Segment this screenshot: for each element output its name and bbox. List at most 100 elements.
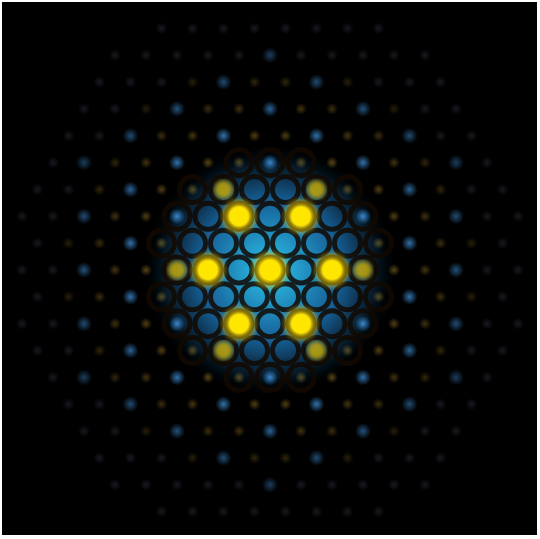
outer-spot-9 [47,371,59,384]
bright-spot [256,256,284,284]
outer-spot-8 [155,76,168,89]
outer-spot-8 [295,49,307,62]
outer-spot-9 [31,290,44,303]
outer-spot-10 [109,478,121,491]
outer-spot-6 [372,398,385,411]
dark-ring [332,174,363,205]
dark-ring [161,200,193,232]
outer-spot-5 [308,396,325,413]
dark-ring [363,281,394,313]
outer-spot-5 [155,183,168,196]
outer-spot-8 [465,183,478,196]
outer-spot-9 [357,49,369,62]
outer-spot-8 [341,451,354,464]
dark-ring [347,254,379,286]
dark-ring [363,227,394,259]
outer-spot-7 [448,262,464,278]
outer-spot-9 [465,129,478,142]
bright-spot [288,203,314,230]
outer-spot-8 [93,129,106,142]
outer-spot-8 [155,451,168,464]
outer-spot-9 [496,183,509,196]
outer-spot-9 [16,264,28,276]
outer-spot-9 [450,102,462,115]
dark-ring [316,200,348,232]
outer-spot-9 [217,22,230,35]
outer-spot-6 [295,102,307,115]
outer-spot-9 [403,451,416,464]
outer-spot-5 [215,127,232,144]
dark-ring [146,281,177,313]
outer-spot-5 [202,156,214,169]
bright-spot [288,310,314,337]
outer-spot-5 [215,396,232,413]
outer-spot-6 [434,237,447,250]
outer-spot-8 [62,290,75,303]
dark-ring [254,361,286,393]
outer-spot-8 [62,183,75,196]
dark-ring [239,281,270,313]
outer-spot-9 [62,398,75,411]
dark-ring [254,147,286,179]
outer-spot-9 [481,156,493,169]
outer-spot-7 [419,371,431,384]
outer-spot-5 [388,210,400,223]
outer-spot-9 [465,398,478,411]
outer-spot-8 [434,129,447,142]
outer-spot-5 [279,129,292,142]
outer-spot-8 [47,264,59,276]
secondary-spot [307,180,326,199]
outer-spot-9 [341,22,354,35]
outer-spot-9 [217,505,230,518]
outer-spot-7 [308,74,325,91]
outer-spot-5 [401,288,418,305]
outer-spot-5 [401,235,418,252]
outer-spot-5 [388,317,400,330]
outer-spot-6 [341,398,354,411]
outer-spot-7 [122,127,139,144]
outer-spot-5 [248,398,261,411]
bright-spot [319,257,345,283]
outer-spot-6 [122,342,139,359]
outer-spot-8 [109,102,121,115]
outer-spot-8 [481,210,493,223]
outer-spot-7 [248,76,261,89]
outer-spot-8 [186,451,199,464]
outer-spot-8 [76,369,92,386]
outer-spot-9 [496,344,509,357]
outer-spot-7 [122,396,139,413]
outer-spot-6 [326,425,338,438]
outer-spot-7 [93,183,106,196]
bright-spot-layer [168,180,372,360]
outer-spot-8 [448,369,464,386]
outer-spot-7 [76,262,92,278]
outer-spot-9 [279,22,292,35]
dark-ring [208,281,239,313]
outer-spot-5 [122,235,139,252]
outer-spot-6 [388,371,400,384]
outer-spot-9 [512,264,524,276]
outer-spot-7 [76,315,92,332]
outer-spot-5 [140,264,152,276]
outer-spot-6 [109,264,121,276]
outer-spot-7 [419,156,431,169]
outer-spot-7 [76,208,92,225]
outer-spot-8 [186,76,199,89]
outer-spot-9 [496,290,509,303]
dark-ring [332,335,363,366]
outer-spot-9 [512,210,524,223]
outer-spot-10 [155,22,168,35]
bright-spot [226,310,252,337]
outer-spot-8 [465,290,478,303]
outer-spot-7 [434,183,447,196]
outer-spot-9 [341,505,354,518]
dark-ring [208,227,239,259]
outer-spot-6 [186,129,199,142]
dark-ring [332,227,363,259]
outer-spot-8 [202,49,214,62]
outer-spot-8 [326,49,338,62]
outer-spot-6 [122,181,139,198]
bright-spot [226,203,252,230]
outer-spot-7 [248,451,261,464]
outer-spot-5 [326,371,338,384]
